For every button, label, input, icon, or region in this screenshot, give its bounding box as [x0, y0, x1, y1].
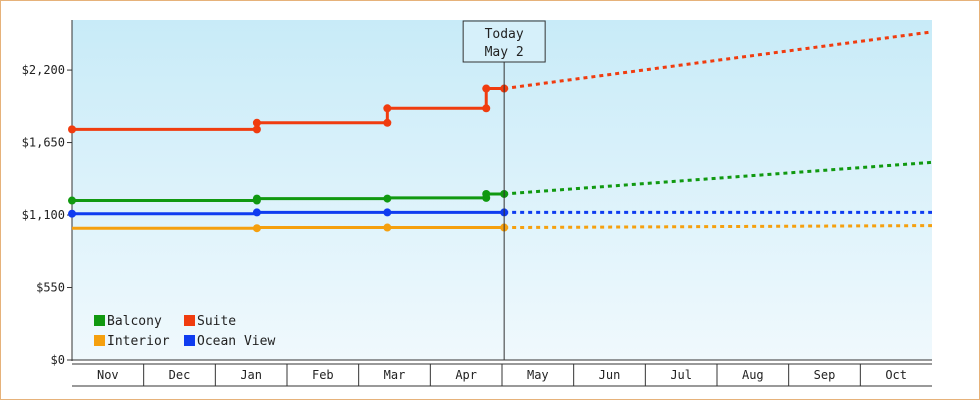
x-tick-label: Dec: [169, 368, 191, 382]
balcony-legend-swatch: [94, 315, 105, 326]
x-tick-label: Oct: [885, 368, 907, 382]
balcony-point: [482, 189, 491, 198]
y-tick-label: $1,100: [22, 208, 65, 222]
x-tick-label: Sep: [814, 368, 836, 382]
interior-point: [252, 224, 261, 233]
x-tick-label: Nov: [97, 368, 119, 382]
ocean-view-point: [252, 208, 261, 217]
balcony-point: [383, 194, 392, 203]
today-label: Today: [485, 27, 524, 42]
balcony-legend-label: Balcony: [107, 314, 162, 329]
ocean-view-series-line: [72, 210, 505, 216]
suite-point: [383, 118, 392, 127]
ocean-view-legend-label: Ocean View: [197, 334, 275, 349]
y-tick-label: $0: [51, 353, 65, 367]
x-tick-label: Apr: [455, 368, 477, 382]
suite-point: [482, 104, 491, 113]
interior-legend-label: Interior: [107, 334, 170, 349]
interior-legend-swatch: [94, 335, 105, 346]
today-box: [462, 20, 546, 63]
x-tick-label: Aug: [742, 368, 764, 382]
ocean-view-point: [383, 208, 392, 217]
y-tick-label: $550: [36, 281, 65, 295]
ocean-view-point: [68, 209, 76, 218]
suite-point: [68, 125, 76, 134]
suite-point: [482, 84, 491, 93]
balcony-point: [252, 194, 261, 203]
suite-point: [252, 118, 261, 127]
suite-legend-label: Suite: [197, 314, 236, 329]
suite-point: [383, 104, 392, 113]
x-tick-label: Jul: [670, 368, 692, 382]
interior-point: [383, 223, 392, 232]
suite-point: [252, 125, 261, 134]
balcony-point: [68, 196, 76, 205]
x-tick-label: May: [527, 368, 549, 382]
x-tick-label: Feb: [312, 368, 334, 382]
ocean-view-legend-swatch: [184, 335, 195, 346]
interior-series-line: [72, 226, 505, 230]
plot-area: [72, 20, 932, 360]
x-tick-label: Jun: [599, 368, 621, 382]
x-tick-label: Jan: [240, 368, 262, 382]
today-label: May 2: [485, 45, 524, 60]
suite-legend-swatch: [184, 315, 195, 326]
x-tick-label: Mar: [384, 368, 406, 382]
y-tick-label: $2,200: [22, 63, 65, 77]
y-tick-label: $1,650: [22, 136, 65, 150]
